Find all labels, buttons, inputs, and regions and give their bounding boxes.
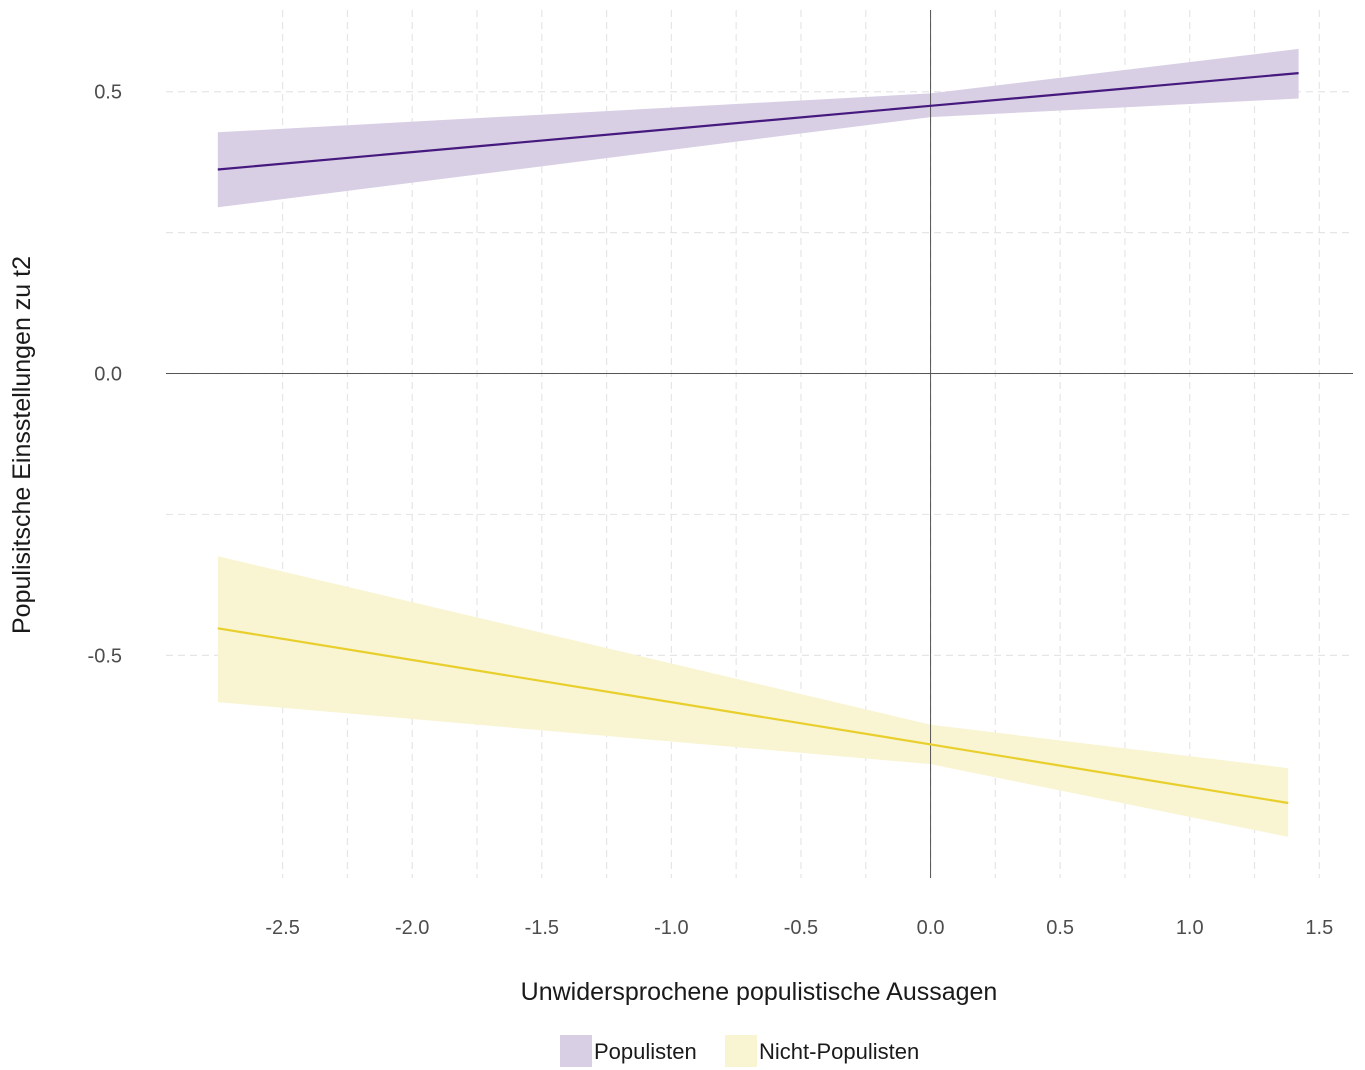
legend-swatch-nicht-populisten	[725, 1035, 757, 1067]
legend-swatch-populisten	[560, 1035, 592, 1067]
y-tick-label: 0.0	[94, 364, 122, 386]
y-tick-label: 0.5	[94, 82, 122, 104]
x-tick-label: -1.5	[525, 917, 559, 939]
y-axis-title: Populisitsche Einsstellungen zu t2	[8, 256, 36, 634]
legend: Populisten Nicht-Populisten	[560, 1035, 919, 1067]
y-axis-tick-labels: -0.5 0.0 0.5	[88, 82, 122, 668]
x-tick-label: 0.5	[1046, 917, 1074, 939]
series-line-nicht-populisten	[217, 627, 1289, 805]
reference-lines	[166, 10, 1353, 878]
series-lines	[217, 72, 1299, 805]
x-axis-title: Unwidersprochene populistische Aussagen	[521, 978, 998, 1006]
x-tick-label: 1.5	[1305, 917, 1333, 939]
y-tick-label: -0.5	[88, 645, 122, 667]
confidence-band-populisten	[217, 48, 1299, 208]
legend-label-nicht-populisten: Nicht-Populisten	[759, 1039, 919, 1064]
x-tick-label: -0.5	[784, 917, 818, 939]
x-tick-label: 0.0	[917, 917, 945, 939]
confidence-band-nicht-populisten	[217, 556, 1289, 837]
x-axis-tick-labels: -2.5 -2.0 -1.5 -1.0 -0.5 0.0 0.5 1.0 1.5	[265, 917, 1333, 939]
x-tick-label: 1.0	[1176, 917, 1204, 939]
confidence-bands	[217, 48, 1299, 837]
x-tick-label: -2.5	[265, 917, 299, 939]
x-tick-label: -2.0	[395, 917, 429, 939]
legend-label-populisten: Populisten	[594, 1039, 697, 1064]
x-tick-label: -1.0	[654, 917, 688, 939]
series-line-populisten	[217, 72, 1299, 171]
